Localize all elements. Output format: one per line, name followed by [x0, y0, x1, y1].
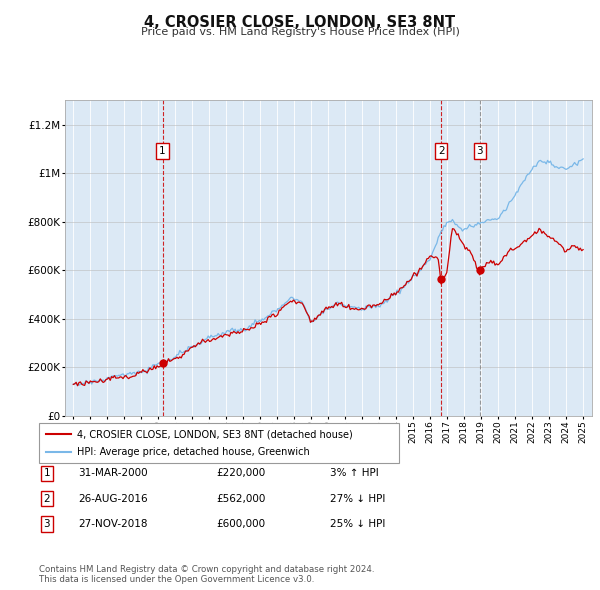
- Text: Price paid vs. HM Land Registry's House Price Index (HPI): Price paid vs. HM Land Registry's House …: [140, 27, 460, 37]
- Text: 27% ↓ HPI: 27% ↓ HPI: [330, 494, 385, 503]
- Text: 2: 2: [43, 494, 50, 503]
- Text: 3: 3: [476, 146, 483, 156]
- Text: £562,000: £562,000: [216, 494, 265, 503]
- Text: HPI: Average price, detached house, Greenwich: HPI: Average price, detached house, Gree…: [77, 447, 310, 457]
- Text: 2: 2: [438, 146, 445, 156]
- Text: 31-MAR-2000: 31-MAR-2000: [78, 468, 148, 478]
- Text: 3% ↑ HPI: 3% ↑ HPI: [330, 468, 379, 478]
- Text: 4, CROSIER CLOSE, LONDON, SE3 8NT: 4, CROSIER CLOSE, LONDON, SE3 8NT: [145, 15, 455, 30]
- Text: 25% ↓ HPI: 25% ↓ HPI: [330, 519, 385, 529]
- Text: 1: 1: [159, 146, 166, 156]
- Text: £600,000: £600,000: [216, 519, 265, 529]
- Text: 26-AUG-2016: 26-AUG-2016: [78, 494, 148, 503]
- Text: 4, CROSIER CLOSE, LONDON, SE3 8NT (detached house): 4, CROSIER CLOSE, LONDON, SE3 8NT (detac…: [77, 430, 353, 440]
- Text: 3: 3: [43, 519, 50, 529]
- Text: £220,000: £220,000: [216, 468, 265, 478]
- Text: 27-NOV-2018: 27-NOV-2018: [78, 519, 148, 529]
- Text: Contains HM Land Registry data © Crown copyright and database right 2024.
This d: Contains HM Land Registry data © Crown c…: [39, 565, 374, 584]
- Text: 1: 1: [43, 468, 50, 478]
